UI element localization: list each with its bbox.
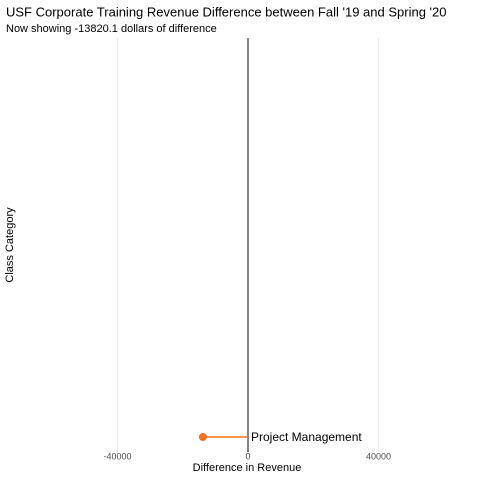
chart-title: USF Corporate Training Revenue Differenc… — [6, 4, 446, 19]
x-tick-label: 40000 — [366, 451, 391, 461]
x-axis-label: Difference in Revenue — [193, 462, 302, 474]
x-tick-label: 0 — [245, 451, 250, 461]
x-tick-label: -40000 — [103, 451, 131, 461]
y-axis-label: Class Category — [4, 207, 16, 283]
category-label: Project Management — [251, 430, 362, 444]
chart-subtitle: Now showing -13820.1 dollars of differen… — [6, 23, 217, 35]
lollipop-dot — [198, 433, 207, 441]
